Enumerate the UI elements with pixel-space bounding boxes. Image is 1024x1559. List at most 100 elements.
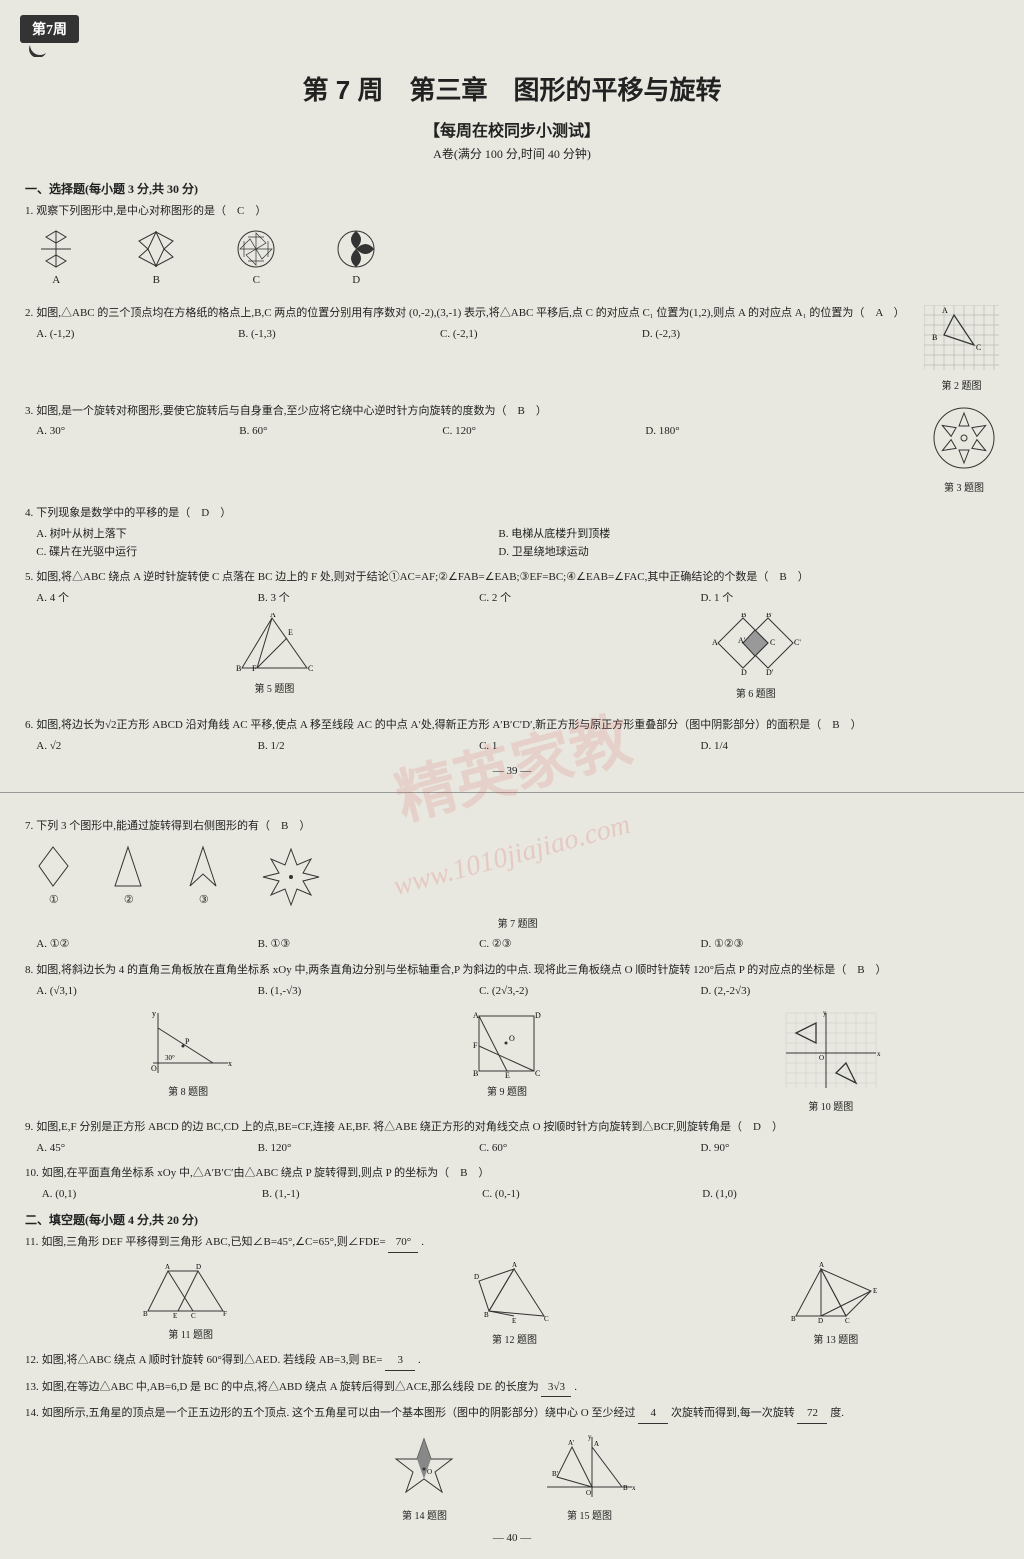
question-4: 4. 下列现象是数学中的平移的是（ D ） A. 树叶从树上落下 B. 电梯从底…	[25, 505, 999, 561]
q14-num: 14.	[25, 1405, 42, 1424]
q10-opt-d: D. (1,0)	[702, 1186, 922, 1204]
q2-num: 2.	[25, 305, 36, 395]
q9-figure: ADBCEFO 第 9 题图	[469, 1008, 544, 1113]
q9-opt-a: A. 45°	[36, 1140, 257, 1158]
svg-text:O: O	[586, 1489, 591, 1497]
q2-text: 如图,△ABC 的三个顶点均在方格纸的格点上,B,C 两点的位置分别用有序数对 …	[36, 307, 904, 319]
q10-opt-c: C. (0,-1)	[482, 1186, 702, 1204]
page-title: 第 7 周 第三章 图形的平移与旋转	[25, 70, 999, 107]
page-num-left: — 39 —	[25, 765, 999, 777]
question-3: 3. 如图,是一个旋转对称图形,要使它旋转后与自身重合,至少应将它绕中心逆时针方…	[25, 403, 999, 498]
q9-text: 如图,E,F 分别是正方形 ABCD 的边 BC,CD 上的点,BE=CF,连接…	[36, 1121, 783, 1133]
q14-answer1: 4	[638, 1405, 668, 1424]
svg-text:O: O	[509, 1034, 515, 1043]
svg-text:C: C	[191, 1312, 196, 1320]
question-11: 11. 如图,三角形 DEF 平移得到三角形 ABC,已知∠B=45°,∠C=6…	[25, 1234, 999, 1253]
q2-figure: ABC 第 2 题图	[924, 305, 999, 395]
q11-text: 如图,三角形 DEF 平移得到三角形 ABC,已知∠B=45°,∠C=65°,则…	[41, 1236, 385, 1248]
svg-text:C: C	[535, 1069, 540, 1078]
q7-shape-2: ②	[111, 844, 146, 910]
svg-text:D: D	[196, 1263, 201, 1271]
q1-opt-d-label: D	[336, 272, 376, 290]
q10-text: 如图,在平面直角坐标系 xOy 中,△A′B′C′由△ABC 绕点 P 旋转得到…	[42, 1167, 490, 1179]
svg-text:x: x	[632, 1484, 636, 1492]
q8-opt-a: A. (√3,1)	[36, 983, 257, 1001]
q7-text: 下列 3 个图形中,能通过旋转得到右侧图形的有（ B ）	[36, 820, 310, 832]
q1-text: 观察下列图形中,是中心对称图形的是（ C ）	[36, 205, 266, 217]
svg-text:A: A	[942, 306, 948, 315]
q11-after: .	[421, 1236, 424, 1248]
q1-opt-d-icon: D	[336, 229, 376, 290]
svg-text:D': D'	[766, 668, 774, 677]
svg-text:E: E	[512, 1317, 516, 1325]
svg-text:B: B	[791, 1315, 796, 1323]
q7-target-shape	[261, 847, 321, 907]
svg-text:y: y	[152, 1009, 156, 1018]
q5-figure: ABCFE 第 5 题图	[232, 613, 317, 703]
q5-opt-a: A. 4 个	[36, 590, 257, 608]
svg-text:C: C	[976, 343, 981, 352]
q10-opt-a: A. (0,1)	[42, 1186, 262, 1204]
q10-figure: xyO 第 10 题图	[781, 1008, 881, 1113]
svg-text:D: D	[535, 1011, 541, 1020]
q11-num: 11.	[25, 1234, 41, 1253]
figs-14-15: O 第 14 题图 xyOABB'A' 第 15 题图	[25, 1432, 999, 1522]
q14-after: 度.	[830, 1407, 844, 1419]
q10-opt-b: B. (1,-1)	[262, 1186, 482, 1204]
svg-text:O: O	[151, 1064, 157, 1073]
q12-figure: ABCDE 第 12 题图	[474, 1261, 554, 1346]
page-right: 7. 下列 3 个图形中,能通过旋转得到右侧图形的有（ B ） ① ② ③	[0, 793, 1024, 1559]
q2-opt-d: D. (-2,3)	[642, 326, 844, 344]
q8-figure: P30°xyO 第 8 题图	[143, 1008, 233, 1113]
svg-text:O: O	[819, 1054, 824, 1062]
question-14: 14. 如图所示,五角星的顶点是一个正五边形的五个顶点. 这个五角星可以由一个基…	[25, 1405, 999, 1424]
q6-num: 6.	[25, 717, 36, 755]
q8-fig-label: 第 8 题图	[143, 1083, 233, 1098]
q3-opt-a: A. 30°	[36, 423, 239, 441]
week-badge-text: 第7周	[32, 23, 67, 38]
q3-text: 如图,是一个旋转对称图形,要使它旋转后与自身重合,至少应将它绕中心逆时针方向旋转…	[36, 405, 547, 417]
q11-fig-label: 第 11 题图	[143, 1326, 238, 1341]
svg-text:B: B	[236, 664, 241, 673]
svg-text:C: C	[770, 638, 775, 647]
svg-text:A: A	[712, 638, 718, 647]
q4-opt-c: C. 碟片在光驱中运行	[36, 544, 498, 562]
q15-figure: xyOABB'A' 第 15 题图	[542, 1432, 637, 1522]
page-container: 第7周 第 7 周 第三章 图形的平移与旋转 【每周在校同步小测试】 A卷(满分…	[0, 0, 1024, 1528]
q1-opt-c-label: C	[236, 272, 276, 290]
q8-text: 如图,将斜边长为 4 的直角三角板放在直角坐标系 xOy 中,两条直角边分别与坐…	[36, 964, 886, 976]
q1-options-row: A B C D	[36, 229, 999, 290]
svg-text:C': C'	[794, 638, 801, 647]
svg-text:E: E	[288, 628, 293, 637]
q9-num: 9.	[25, 1119, 36, 1157]
subtitle: 【每周在校同步小测试】	[25, 117, 999, 141]
q2-opt-c: C. (-2,1)	[440, 326, 642, 344]
q13-num: 13.	[25, 1379, 42, 1398]
q14-mid: 次旋转而得到,每一次旋转	[671, 1407, 795, 1419]
q14-text: 如图所示,五角星的顶点是一个正五边形的五个顶点. 这个五角星可以由一个基本图形（…	[42, 1407, 636, 1419]
q1-opt-b-label: B	[136, 272, 176, 290]
svg-text:D: D	[474, 1273, 479, 1281]
svg-text:O: O	[427, 1468, 432, 1476]
q4-num: 4.	[25, 505, 36, 561]
q5-num: 5.	[25, 569, 36, 709]
figs-11-12-13: ABCDEF 第 11 题图 ABCDE 第 12 题图 ABCDE 第 13 …	[25, 1261, 999, 1346]
q12-num: 12.	[25, 1352, 42, 1371]
question-1: 1. 观察下列图形中,是中心对称图形的是（ C ） A B C	[25, 203, 999, 297]
question-10: 10. 如图,在平面直角坐标系 xOy 中,△A′B′C′由△ABC 绕点 P …	[25, 1165, 999, 1203]
question-7: 7. 下列 3 个图形中,能通过旋转得到右侧图形的有（ B ） ① ② ③	[25, 818, 999, 954]
q10-fig-label: 第 10 题图	[781, 1098, 881, 1113]
section-1-title: 一、选择题(每小题 3 分,共 30 分)	[25, 180, 999, 197]
q13-text: 如图,在等边△ABC 中,AB=6,D 是 BC 的中点,将△ABD 绕点 A …	[42, 1381, 539, 1393]
q5-fig-label: 第 5 题图	[232, 682, 317, 698]
q7-opt-c: C. ②③	[479, 936, 700, 954]
svg-text:F: F	[473, 1041, 478, 1050]
q1-opt-c-icon: C	[236, 229, 276, 290]
q1-opt-a-icon: A	[36, 229, 76, 290]
q13-figure: ABCDE 第 13 题图	[791, 1261, 881, 1346]
question-6: 6. 如图,将边长为√2正方形 ABCD 沿对角线 AC 平移,使点 A 移至线…	[25, 717, 999, 755]
svg-text:P: P	[185, 1037, 190, 1046]
q4-opt-b: B. 电梯从底楼升到顶楼	[498, 526, 960, 544]
svg-text:A: A	[594, 1440, 599, 1448]
svg-text:x: x	[228, 1059, 232, 1068]
